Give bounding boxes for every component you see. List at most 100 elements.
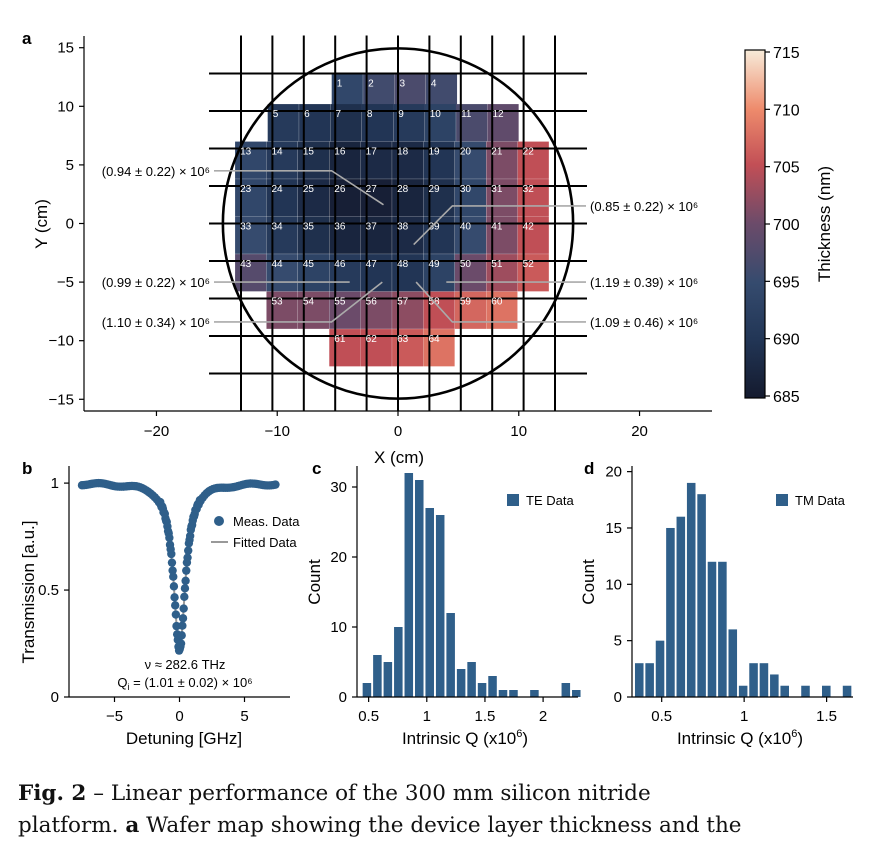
bar-c-8: [446, 613, 455, 697]
y-tick-label-c-2: 20: [330, 549, 347, 566]
cell-number-62: 62: [366, 334, 378, 345]
cell-number-50: 50: [460, 259, 472, 270]
y-tick-label-a-5: 10: [57, 98, 74, 115]
tm-bars: [634, 482, 852, 697]
caption-line2-pre: platform.: [18, 813, 126, 838]
cell-number-47: 47: [366, 259, 378, 270]
y-tick-label-b-1: 0.5: [38, 582, 59, 599]
bar-d-18: [822, 685, 831, 697]
x-tick-label-d-2: 1.5: [816, 708, 837, 725]
cell-number-6: 6: [304, 109, 310, 120]
caption-line2: Wafer map showing the device layer thick…: [139, 813, 742, 838]
x-tick-label-b-2: 5: [240, 708, 248, 725]
panel-label-c: c: [312, 459, 321, 478]
bar-c-9: [456, 669, 466, 697]
cell-number-61: 61: [334, 334, 346, 345]
panel-label-a: a: [22, 29, 32, 48]
q-annotations: (0.94 ± 0.22) × 10⁶ (0.85 ± 0.22) × 10⁶ (0…: [102, 164, 699, 330]
bar-d-10: [738, 685, 748, 697]
cell-number-27: 27: [366, 184, 378, 195]
y-tick-label-a-0: −15: [49, 391, 74, 408]
cell-number-13: 13: [240, 147, 252, 158]
y-axis-label-d: Count: [579, 559, 598, 605]
meas-point-63: [171, 610, 181, 619]
y-tick-label-a-2: −5: [57, 274, 74, 291]
cell-number-40: 40: [460, 222, 472, 233]
bar-d-2: [655, 640, 665, 697]
q-annotation-text-3: (1.19 ± 0.39) × 10⁶: [590, 275, 698, 290]
q-annotation-text-4: (1.10 ± 0.34) × 10⁶: [102, 315, 210, 330]
cell-number-21: 21: [491, 147, 503, 158]
cell-number-39: 39: [428, 222, 440, 233]
cell-number-17: 17: [366, 147, 378, 158]
bar-c-0: [362, 683, 372, 697]
x-axis-label-a: X (cm): [374, 448, 424, 467]
meas-point-73: [178, 621, 187, 630]
meas-point-85: [185, 531, 195, 541]
colorbar-label: Thickness (nm): [815, 166, 834, 282]
meas-point-62: [171, 601, 180, 610]
y-tick-label-a-6: 15: [57, 40, 74, 57]
bar-d-13: [770, 674, 779, 697]
meas-point-78: [181, 576, 190, 586]
cell-number-55: 55: [334, 297, 346, 308]
cell-number-32: 32: [523, 184, 535, 195]
cell-number-41: 41: [491, 222, 503, 233]
y-tick-label-c-3: 30: [330, 479, 347, 496]
colorbar-ticks: 715 710 705 700 695 690 685: [765, 45, 800, 406]
q-annotation-text-2: (0.99 ± 0.22) × 10⁶: [102, 275, 210, 290]
cell-number-34: 34: [271, 222, 283, 233]
cell-number-56: 56: [366, 297, 378, 308]
cell-number-15: 15: [303, 147, 315, 158]
bar-c-12: [488, 676, 497, 697]
bar-d-12: [759, 663, 769, 697]
caption-fig-label: Fig. 2: [18, 781, 87, 806]
y-tick-label-a-1: −10: [49, 333, 74, 350]
cell-number-26: 26: [334, 184, 346, 195]
y-tick-label-d-3: 15: [605, 520, 622, 537]
cell-number-29: 29: [428, 184, 440, 195]
bar-d-11: [749, 663, 758, 697]
y-tick-label-b-0: 0: [51, 689, 59, 706]
bar-c-16: [530, 690, 539, 697]
cell-number-30: 30: [460, 184, 472, 195]
cell-number-49: 49: [428, 259, 440, 270]
bar-c-7: [435, 515, 445, 697]
panel-label-b: b: [22, 459, 32, 478]
meas-point-82: [184, 546, 193, 555]
cell-number-59: 59: [460, 297, 472, 308]
bar-c-2: [383, 662, 393, 697]
bar-c-19: [561, 683, 571, 697]
cell-number-16: 16: [334, 147, 346, 158]
cell-number-51: 51: [491, 259, 503, 270]
bar-d-4: [676, 516, 686, 697]
bar-c-13: [498, 690, 508, 697]
meas-point-75: [179, 604, 188, 613]
q-annotation-leader-1: [413, 205, 586, 246]
legend-marker-meas: [214, 516, 224, 526]
q-annotation: Qi = (1.01 ± 0.02) × 10⁶: [117, 675, 252, 692]
x-tick-label-d-1: 1: [740, 708, 748, 725]
cell-number-22: 22: [523, 147, 535, 158]
colorbar-tick-label-0: 715: [773, 45, 800, 62]
cell-number-11: 11: [461, 109, 472, 120]
cell-number-9: 9: [398, 109, 404, 120]
meas-point-61: [170, 593, 179, 602]
colorbar-tick-label-3: 700: [773, 217, 800, 234]
measured-points: [77, 478, 280, 655]
x-tick-label-a-2: 0: [394, 423, 402, 440]
cell-number-2: 2: [368, 79, 374, 90]
cell-number-57: 57: [397, 297, 409, 308]
cell-number-60: 60: [491, 297, 503, 308]
cell-number-42: 42: [523, 222, 535, 233]
meas-point-59: [169, 572, 178, 581]
meas-point-60: [169, 582, 179, 591]
y-tick-label-d-2: 10: [605, 576, 622, 593]
y-axis-label-c: Count: [305, 559, 324, 605]
wafer-outline: [221, 47, 575, 400]
cell-number-14: 14: [271, 147, 283, 158]
meas-point-137: [271, 480, 280, 489]
bar-d-5: [686, 482, 696, 697]
bar-c-6: [425, 508, 434, 697]
colorbar-tick-label-6: 685: [773, 389, 800, 406]
